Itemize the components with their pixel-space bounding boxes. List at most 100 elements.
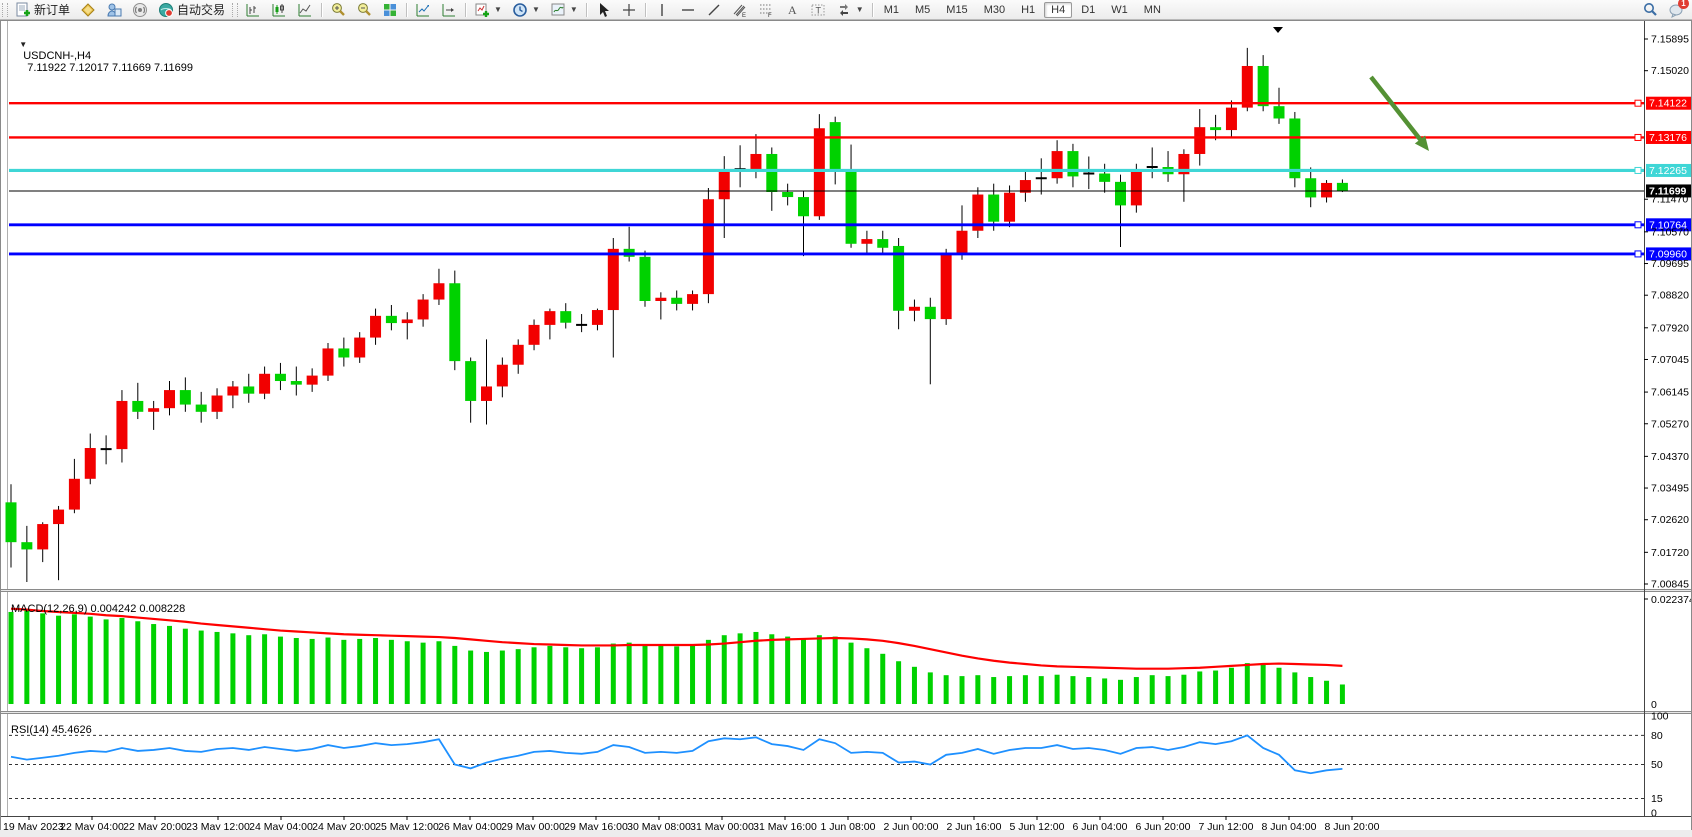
- horizontal-line-tool-button[interactable]: [675, 1, 701, 18]
- macd-histogram-bar: [547, 645, 553, 704]
- price-axis-tick: 7.00845: [1651, 579, 1689, 591]
- macd-histogram-bar: [167, 625, 172, 704]
- price-level-chip-label: 7.09960: [1649, 248, 1687, 260]
- bar-chart-button[interactable]: [240, 1, 266, 18]
- period-clock-button[interactable]: ▼: [507, 1, 545, 18]
- bullish-candle: [512, 344, 524, 365]
- panel-splitter[interactable]: [1, 711, 1691, 714]
- bullish-candle: [528, 324, 540, 345]
- macd-histogram-bar: [911, 666, 917, 704]
- bearish-candle: [1273, 106, 1285, 119]
- fibonacci-tool-button[interactable]: F: [753, 1, 779, 18]
- macd-histogram-bar: [87, 616, 93, 704]
- bullish-candle: [972, 194, 984, 231]
- price-axis-tick: 7.15020: [1651, 65, 1689, 77]
- bullish-candle: [908, 306, 920, 311]
- toolbar-grip[interactable]: [2, 2, 8, 17]
- panel-splitter[interactable]: [1, 589, 1691, 592]
- notification-badge: 1: [1678, 0, 1689, 9]
- template-button[interactable]: ▼: [545, 1, 583, 18]
- macd-histogram-bar: [991, 677, 997, 704]
- tile-windows-icon: [382, 2, 398, 18]
- bullish-candle: [687, 294, 699, 304]
- channel-tool-button[interactable]: E: [727, 1, 753, 18]
- vertical-line-tool-button[interactable]: [649, 1, 675, 18]
- text-label-tool-button[interactable]: T: [805, 1, 831, 18]
- macd-histogram-bar: [1038, 676, 1044, 704]
- search-icon[interactable]: [1642, 2, 1658, 18]
- rsi-label: RSI(14) 45.4626: [11, 724, 92, 736]
- macd-histogram-bar: [1165, 676, 1171, 704]
- timeframe-button-H4[interactable]: H4: [1044, 1, 1073, 18]
- bullish-candle: [1194, 127, 1206, 154]
- text-tool-button[interactable]: A: [779, 1, 805, 18]
- add-indicator-button[interactable]: ▼: [469, 1, 507, 18]
- autotrade-icon: [158, 2, 174, 18]
- macd-histogram-bar: [230, 633, 236, 704]
- zoom-in-button[interactable]: [325, 1, 351, 18]
- timeframe-toolbar: M1 M5 M15 M30 H1 H4 D1 W1 MN: [876, 0, 1169, 19]
- cursor-tool-button[interactable]: [590, 1, 616, 18]
- timeframe-button-M5[interactable]: M5: [915, 3, 931, 16]
- macd-histogram-bar: [880, 653, 886, 704]
- trend-arrow-annotation[interactable]: [1369, 75, 1425, 145]
- line-chart-button[interactable]: [292, 1, 318, 18]
- timeframe-button-M15[interactable]: M15: [946, 3, 968, 16]
- arrows-tool-button[interactable]: ▼: [831, 1, 869, 18]
- tile-windows-button[interactable]: [377, 1, 403, 18]
- price-level-chip-label: 7.12265: [1649, 165, 1687, 177]
- bearish-candle: [465, 361, 477, 401]
- candlestick-chart-button[interactable]: [266, 1, 292, 18]
- indicator-list-button[interactable]: [410, 1, 436, 18]
- macd-histogram-bar: [785, 636, 791, 704]
- horizontal-line-icon: [680, 2, 696, 18]
- bearish-candle: [877, 239, 889, 248]
- bullish-candle: [481, 386, 492, 401]
- new-order-button[interactable]: 新订单: [10, 1, 75, 18]
- autotrade-button[interactable]: 自动交易: [153, 1, 230, 18]
- data-window-button[interactable]: [101, 1, 127, 18]
- current-price-label: 7.11699: [1649, 185, 1687, 197]
- timeframe-button-M1[interactable]: M1: [883, 3, 899, 16]
- crosshair-icon: [621, 2, 637, 18]
- timeframe-button-D1[interactable]: D1: [1081, 3, 1096, 16]
- bullish-candle: [956, 230, 968, 254]
- macd-histogram-bar: [1292, 672, 1298, 704]
- macd-histogram-bar: [135, 621, 141, 704]
- bullish-candle: [813, 128, 825, 217]
- price-axis-tick: 7.08820: [1651, 290, 1689, 302]
- signal-button[interactable]: [127, 1, 153, 18]
- symbol-dropdown-icon[interactable]: ▼: [19, 40, 28, 49]
- crosshair-tool-button[interactable]: [616, 1, 642, 18]
- market-watch-button[interactable]: [75, 1, 101, 18]
- line-endpoint-marker: [1634, 99, 1642, 107]
- price-axis-tick: 7.05270: [1651, 418, 1689, 430]
- bullish-candle: [259, 373, 271, 394]
- rsi-axis-100: 100: [1651, 711, 1669, 723]
- timeframe-button-M30[interactable]: M30: [983, 3, 1006, 16]
- timeframe-button-W1[interactable]: W1: [1111, 3, 1128, 16]
- chart-shift-button[interactable]: [436, 1, 462, 18]
- macd-histogram-bar: [975, 675, 981, 704]
- macd-histogram-bar: [1228, 667, 1234, 704]
- price-axis-tick: 7.04370: [1651, 451, 1689, 463]
- timeframe-button-MN[interactable]: MN: [1143, 3, 1161, 16]
- zoom-in-icon: [330, 2, 346, 18]
- channel-icon: E: [732, 2, 748, 18]
- line-chart-icon: [297, 2, 313, 18]
- chart-symbol-title[interactable]: ▼ USDCNH-,H4 7.11922 7.12017 7.11669 7.1…: [7, 26, 193, 86]
- chat-icon[interactable]: 1: [1668, 0, 1689, 18]
- signal-icon: [132, 2, 148, 18]
- bearish-candle: [782, 191, 794, 198]
- bearish-candle: [179, 390, 191, 405]
- toolbar: 新订单 自动交易: [0, 0, 1692, 20]
- zoom-out-button[interactable]: [351, 1, 377, 18]
- macd-histogram-bar: [341, 639, 347, 704]
- timeframe-button-H1[interactable]: H1: [1021, 3, 1036, 16]
- text-label-icon: T: [810, 2, 826, 18]
- price-chart[interactable]: 7.14122 7.13176 7.12265 7.10764 7.09960 7.116…: [1, 21, 1691, 836]
- trendline-tool-button[interactable]: [701, 1, 727, 18]
- line-endpoint-marker: [1634, 133, 1642, 141]
- macd-histogram-bar: [151, 624, 157, 704]
- price-axis-tick: 7.11470: [1651, 194, 1688, 206]
